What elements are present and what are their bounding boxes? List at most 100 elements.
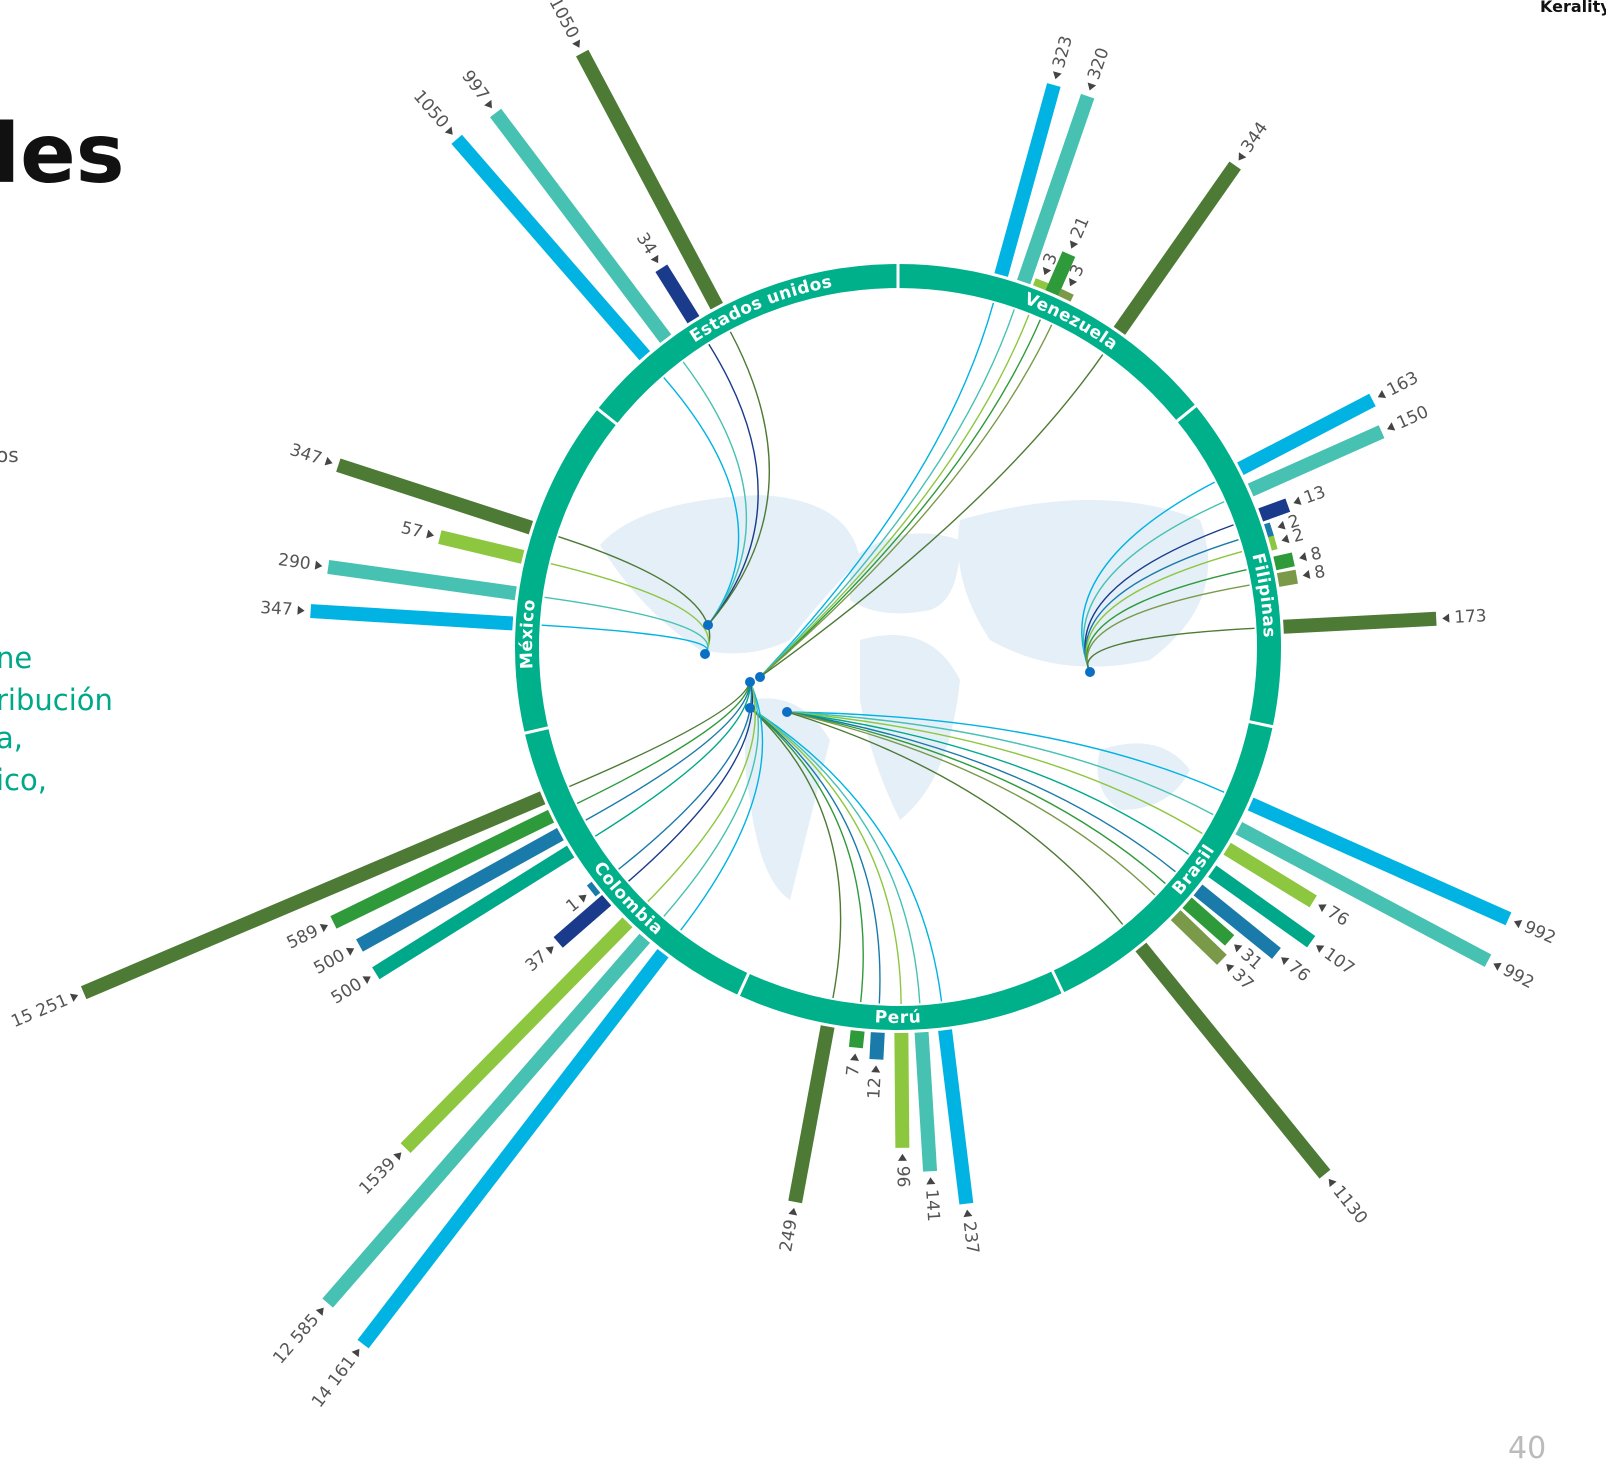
- pointer: [426, 529, 435, 539]
- pointer: [1302, 569, 1311, 579]
- bar: [1247, 425, 1385, 497]
- link: [786, 711, 1225, 793]
- link: [759, 302, 995, 678]
- pointer: [1387, 422, 1396, 431]
- link: [663, 681, 760, 917]
- pointer: [1042, 267, 1052, 276]
- bar: [576, 49, 723, 310]
- link: [749, 707, 842, 999]
- side-text: ico,: [0, 763, 47, 797]
- pointer: [1069, 240, 1079, 249]
- pointer: [1277, 520, 1286, 530]
- pointer: [871, 1065, 881, 1073]
- value-label: 37: [522, 947, 551, 976]
- node-dot: [700, 649, 710, 659]
- value-label: 237: [959, 1220, 983, 1255]
- bar: [322, 933, 651, 1308]
- pointer: [1293, 496, 1302, 505]
- value-label: 173: [1454, 606, 1487, 628]
- pointer: [788, 1207, 798, 1216]
- value-label: 13: [1301, 482, 1328, 508]
- pointer: [1318, 904, 1327, 913]
- value-label: 323: [1049, 34, 1077, 71]
- pointer: [1281, 534, 1290, 544]
- bar: [1237, 393, 1376, 475]
- link: [647, 681, 756, 903]
- bar: [1235, 822, 1492, 967]
- link: [759, 309, 1015, 678]
- value-label: 290: [277, 550, 312, 574]
- bar: [914, 1031, 938, 1172]
- pointer: [69, 993, 79, 1002]
- side-text: a,: [0, 721, 23, 755]
- bar: [438, 530, 525, 564]
- bar: [1247, 797, 1512, 926]
- link: [576, 681, 751, 805]
- link: [786, 711, 1214, 816]
- bar: [1032, 278, 1049, 291]
- node-dot: [745, 677, 755, 687]
- pointer: [324, 456, 333, 466]
- value-label: 141: [921, 1189, 943, 1223]
- ring-label: Brasil: [1169, 841, 1220, 899]
- pointer: [572, 39, 581, 48]
- ring-label-path: Brasil: [1169, 841, 1219, 899]
- node-dot: [782, 707, 792, 717]
- pointer: [650, 254, 659, 264]
- link: [749, 707, 864, 1003]
- link: [749, 707, 943, 1002]
- pointer: [578, 894, 587, 903]
- value-label: 1050: [545, 0, 583, 42]
- ring-gap: [1175, 404, 1198, 423]
- pointer: [1377, 390, 1387, 398]
- pointer: [1068, 278, 1078, 287]
- pointer: [1299, 552, 1307, 561]
- bar: [490, 108, 672, 343]
- bar: [1017, 93, 1095, 285]
- pointer: [315, 1307, 324, 1316]
- bar: [80, 791, 546, 1000]
- link: [786, 711, 1190, 855]
- link: [544, 596, 709, 655]
- title-fragment: les: [0, 107, 125, 202]
- link: [585, 681, 751, 821]
- node-dot: [755, 672, 765, 682]
- ring-label-path: Perú: [874, 1007, 921, 1028]
- bar: [1283, 611, 1437, 634]
- link: [558, 536, 711, 655]
- pointer: [1052, 71, 1062, 80]
- ring-gap: [596, 407, 619, 426]
- value-label: 992: [1499, 960, 1537, 993]
- value-label: 2: [1290, 525, 1306, 547]
- link: [786, 711, 1203, 835]
- bar: [451, 134, 651, 361]
- link: [682, 361, 748, 626]
- bar: [1135, 942, 1331, 1179]
- bar: [848, 1030, 865, 1049]
- value-label: 1130: [1328, 1182, 1371, 1228]
- pointer: [1316, 945, 1325, 953]
- pointer: [345, 947, 355, 956]
- pointer: [351, 1348, 360, 1358]
- pointer: [963, 1209, 973, 1218]
- pointer: [1234, 944, 1243, 953]
- node-dot: [1085, 667, 1095, 677]
- value-label: 107: [1320, 944, 1358, 979]
- value-label: 8: [1309, 543, 1324, 565]
- bar: [400, 917, 633, 1154]
- link: [707, 343, 759, 626]
- value-label: 3: [1066, 261, 1089, 279]
- pointer: [926, 1177, 936, 1185]
- link: [628, 681, 754, 882]
- pointer: [1328, 1178, 1337, 1188]
- links: [541, 302, 1255, 1004]
- value-label: 500: [328, 974, 366, 1008]
- link: [569, 681, 751, 788]
- ring-label: México: [517, 598, 540, 669]
- link: [786, 711, 1156, 896]
- bar: [357, 948, 669, 1349]
- value-label: 1050: [409, 87, 452, 133]
- ring-gap: [1050, 969, 1065, 995]
- bar: [1273, 552, 1295, 571]
